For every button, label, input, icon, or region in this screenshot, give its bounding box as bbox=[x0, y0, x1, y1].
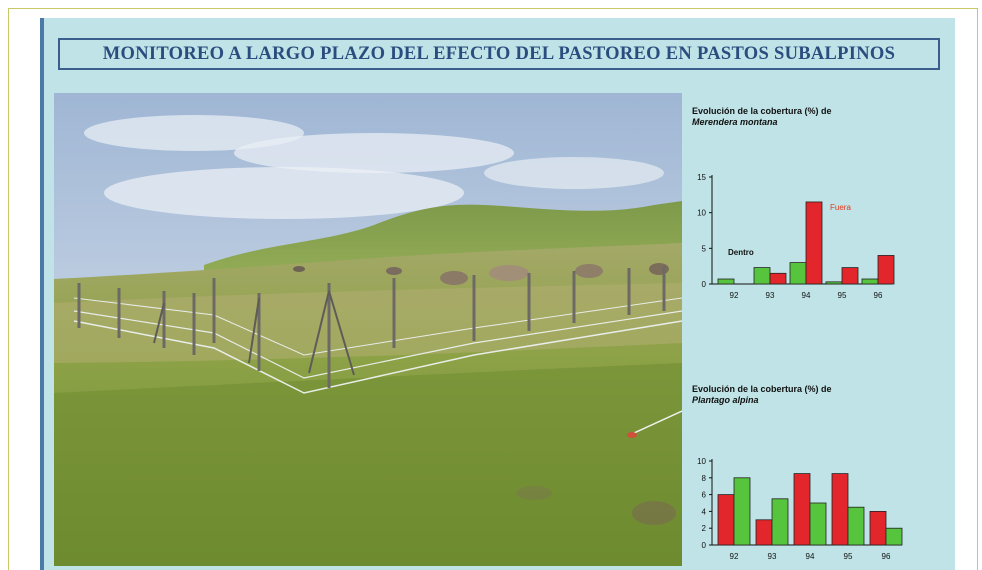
x-tick-label: 92 bbox=[730, 552, 739, 561]
y-tick-label: 6 bbox=[702, 491, 707, 500]
y-tick-label: 5 bbox=[702, 244, 707, 253]
frame-right-line bbox=[977, 8, 978, 570]
x-tick-label: 95 bbox=[838, 291, 847, 300]
fenced-pasture-photo bbox=[54, 93, 682, 566]
y-tick-label: 10 bbox=[697, 457, 706, 466]
pasture-photo-illustration bbox=[54, 93, 682, 566]
y-tick-label: 0 bbox=[702, 541, 707, 550]
bar-dentro-93 bbox=[771, 498, 789, 546]
frame-left-line bbox=[8, 8, 9, 570]
x-tick-label: 94 bbox=[806, 552, 815, 561]
y-tick-label: 0 bbox=[702, 280, 707, 289]
bar-fuera-95 bbox=[831, 473, 849, 546]
y-tick-label: 4 bbox=[702, 507, 707, 516]
x-tick-label: 92 bbox=[730, 291, 739, 300]
annotation-dentro: Dentro bbox=[728, 248, 754, 257]
bar-dentro-92 bbox=[717, 278, 735, 285]
chart-merendera-plot: 0 5 10 15 92 93 94 95 96 Dentro Fuera bbox=[697, 173, 895, 300]
x-tick-label: 93 bbox=[768, 552, 777, 561]
bar-fuera-94 bbox=[793, 473, 811, 546]
x-tick-label: 95 bbox=[844, 552, 853, 561]
bar-dentro-95 bbox=[847, 506, 865, 546]
x-tick-label: 96 bbox=[874, 291, 883, 300]
chart-plantago-title: Evolución de la cobertura (%) de Plantag… bbox=[692, 384, 954, 406]
y-tick-label: 8 bbox=[702, 474, 707, 483]
bar-fuera-96 bbox=[869, 511, 887, 546]
bar-fuera-92 bbox=[717, 494, 735, 546]
chart-merendera-title: Evolución de la cobertura (%) de Merende… bbox=[692, 106, 954, 128]
poster-title-box: MONITOREO A LARGO PLAZO DEL EFECTO DEL P… bbox=[58, 38, 940, 70]
x-tick-label: 96 bbox=[882, 552, 891, 561]
bar-fuera-94 bbox=[805, 201, 823, 285]
bar-fuera-93 bbox=[755, 519, 773, 546]
x-tick-label: 94 bbox=[802, 291, 811, 300]
y-tick-label: 2 bbox=[702, 524, 707, 533]
bar-fuera-96 bbox=[877, 255, 895, 285]
chart-merendera-title-prefix: Evolución de la cobertura (%) de bbox=[692, 106, 832, 116]
y-tick-label: 15 bbox=[697, 173, 706, 182]
chart-plantago: Evolución de la cobertura (%) de Plantag… bbox=[692, 384, 954, 569]
frame-top-line bbox=[8, 8, 978, 9]
bar-dentro-93 bbox=[753, 267, 771, 285]
bar-dentro-96 bbox=[885, 527, 903, 546]
bar-dentro-96 bbox=[861, 278, 879, 285]
bar-fuera-93 bbox=[769, 272, 787, 285]
bar-fuera-95 bbox=[841, 267, 859, 285]
x-tick-label: 93 bbox=[766, 291, 775, 300]
chart-merendera-title-species: Merendera montana bbox=[692, 117, 778, 127]
chart-plantago-title-species: Plantago alpina bbox=[692, 395, 759, 405]
poster-title: MONITOREO A LARGO PLAZO DEL EFECTO DEL P… bbox=[102, 43, 896, 64]
chart-plantago-plot: 0 2 4 6 8 10 92 93 94 95 96 bbox=[697, 457, 903, 561]
annotation-fuera: Fuera bbox=[830, 203, 851, 212]
poster: MONITOREO A LARGO PLAZO DEL EFECTO DEL P… bbox=[40, 18, 955, 570]
chart-plantago-title-prefix: Evolución de la cobertura (%) de bbox=[692, 384, 832, 394]
bar-dentro-94 bbox=[809, 502, 827, 546]
bar-dentro-94 bbox=[789, 262, 807, 285]
bar-dentro-92 bbox=[733, 477, 751, 546]
y-tick-label: 10 bbox=[697, 209, 706, 218]
chart-merendera: Evolución de la cobertura (%) de Merende… bbox=[692, 106, 954, 306]
bar-dentro-95 bbox=[825, 281, 843, 285]
